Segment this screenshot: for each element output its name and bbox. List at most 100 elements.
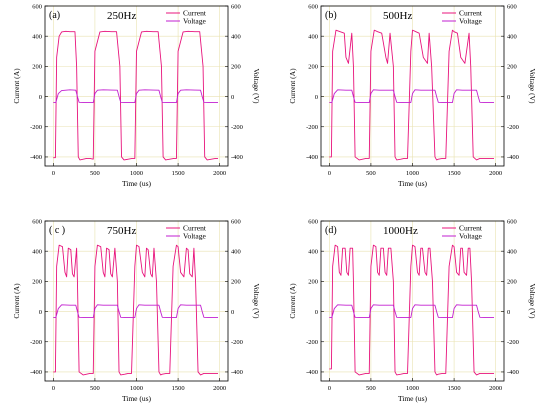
y-tick-label: 600 xyxy=(308,3,318,10)
y-tick-label: 400 xyxy=(308,248,318,255)
y-tick-label: 0 xyxy=(39,94,42,101)
y-tick-label: 200 xyxy=(308,279,318,286)
y2-tick-label: -400 xyxy=(507,369,519,376)
y-tick-label: 200 xyxy=(308,64,318,71)
x-axis-title: Time (us) xyxy=(122,179,152,188)
panel-tag: ( c ) xyxy=(49,225,65,236)
y2-tick-label: 400 xyxy=(231,33,241,40)
y-axis-title: Current (A) xyxy=(288,68,297,104)
legend-label-voltage: Voltage xyxy=(459,232,482,241)
series-line-current xyxy=(329,29,495,161)
y-tick-label: 0 xyxy=(315,309,318,316)
y2-tick-label: -400 xyxy=(507,154,519,161)
panel-1: 0 500 1000 1500 2000-400-2000200400600-400-2… xyxy=(288,3,537,188)
x-tick-label: 2000 xyxy=(489,170,502,177)
y2-tick-label: 400 xyxy=(507,248,517,255)
series-line-voltage xyxy=(53,89,219,104)
y-tick-label: 400 xyxy=(308,33,318,40)
y2-tick-label: -200 xyxy=(507,124,519,131)
series-line-current xyxy=(329,244,495,376)
x-tick-label: 500 xyxy=(366,170,376,177)
legend-label-current: Current xyxy=(459,224,483,233)
frequency-label: 250Hz xyxy=(107,10,136,22)
y2-tick-label: 200 xyxy=(231,279,241,286)
series-line-current xyxy=(53,30,219,161)
panel-0: 0 500 1000 1500 2000-400-2000200400600-400-2… xyxy=(12,3,261,188)
y2-axis-title: Voltage (V) xyxy=(528,283,537,319)
x-tick-label: 1000 xyxy=(406,385,419,392)
x-tick-label: 0 xyxy=(52,385,55,392)
y-tick-label: -400 xyxy=(306,369,318,376)
x-tick-label: 1000 xyxy=(130,385,143,392)
x-tick-label: 0 xyxy=(328,385,331,392)
y-tick-label: 600 xyxy=(32,3,42,10)
x-tick-label: 0 xyxy=(52,170,55,177)
panel-tag: (b) xyxy=(325,10,337,21)
x-axis-title: Time (us) xyxy=(122,394,152,403)
y2-tick-label: 0 xyxy=(507,94,510,101)
y-axis-title: Current (A) xyxy=(12,283,21,319)
y-axis-title: Current (A) xyxy=(288,283,297,319)
y2-tick-label: -400 xyxy=(231,369,243,376)
legend-label-current: Current xyxy=(183,224,207,233)
y2-axis-title: Voltage (V) xyxy=(252,68,261,104)
y-tick-label: -200 xyxy=(306,124,318,131)
panel-tag: (a) xyxy=(49,10,60,21)
y-tick-label: -200 xyxy=(30,339,42,346)
x-tick-label: 2000 xyxy=(213,170,226,177)
panel-3: 0 500 1000 1500 2000-400-2000200400600-400-2… xyxy=(288,218,537,403)
y-tick-label: -400 xyxy=(306,154,318,161)
y2-tick-label: 200 xyxy=(507,279,517,286)
y2-tick-label: -200 xyxy=(231,124,243,131)
y2-tick-label: 200 xyxy=(507,64,517,71)
y-tick-label: 0 xyxy=(39,309,42,316)
x-tick-label: 1000 xyxy=(406,170,419,177)
y2-tick-label: 0 xyxy=(231,94,234,101)
legend-label-current: Current xyxy=(459,9,483,18)
y2-tick-label: -400 xyxy=(231,154,243,161)
y-tick-label: 600 xyxy=(308,218,318,225)
y2-tick-label: 600 xyxy=(231,3,241,10)
x-tick-label: 500 xyxy=(90,385,100,392)
y2-tick-label: 400 xyxy=(507,33,517,40)
y-axis-title: Current (A) xyxy=(12,68,21,104)
y-tick-label: 600 xyxy=(32,218,42,225)
y-tick-label: 200 xyxy=(32,64,42,71)
x-tick-label: 1500 xyxy=(448,385,461,392)
x-tick-label: 2000 xyxy=(489,385,502,392)
y2-tick-label: 0 xyxy=(231,309,234,316)
series-line-voltage xyxy=(53,304,219,319)
y2-tick-label: -200 xyxy=(231,339,243,346)
x-tick-label: 1000 xyxy=(130,170,143,177)
y2-tick-label: 600 xyxy=(507,3,517,10)
frequency-label: 750Hz xyxy=(107,225,136,237)
x-tick-label: 1500 xyxy=(172,385,185,392)
y2-tick-label: 0 xyxy=(507,309,510,316)
y2-axis-title: Voltage (V) xyxy=(252,283,261,319)
series-line-voltage xyxy=(329,89,495,104)
y-tick-label: 400 xyxy=(32,33,42,40)
x-tick-label: 0 xyxy=(328,170,331,177)
legend-label-voltage: Voltage xyxy=(459,17,482,26)
legend-label-voltage: Voltage xyxy=(183,232,206,241)
x-axis-title: Time (us) xyxy=(398,179,428,188)
y-tick-label: -400 xyxy=(30,154,42,161)
y-tick-label: 400 xyxy=(32,248,42,255)
y-tick-label: -400 xyxy=(30,369,42,376)
legend-label-voltage: Voltage xyxy=(183,17,206,26)
x-tick-label: 1500 xyxy=(448,170,461,177)
y2-axis-title: Voltage (V) xyxy=(528,68,537,104)
y-tick-label: 0 xyxy=(315,94,318,101)
y2-tick-label: 400 xyxy=(231,248,241,255)
x-axis-title: Time (us) xyxy=(398,394,428,403)
x-tick-label: 500 xyxy=(90,170,100,177)
x-tick-label: 1500 xyxy=(172,170,185,177)
x-tick-label: 500 xyxy=(366,385,376,392)
x-tick-label: 2000 xyxy=(213,385,226,392)
y2-tick-label: -200 xyxy=(507,339,519,346)
y2-tick-label: 200 xyxy=(231,64,241,71)
y-tick-label: -200 xyxy=(306,339,318,346)
panel-tag: (d) xyxy=(325,225,337,236)
legend-label-current: Current xyxy=(183,9,207,18)
